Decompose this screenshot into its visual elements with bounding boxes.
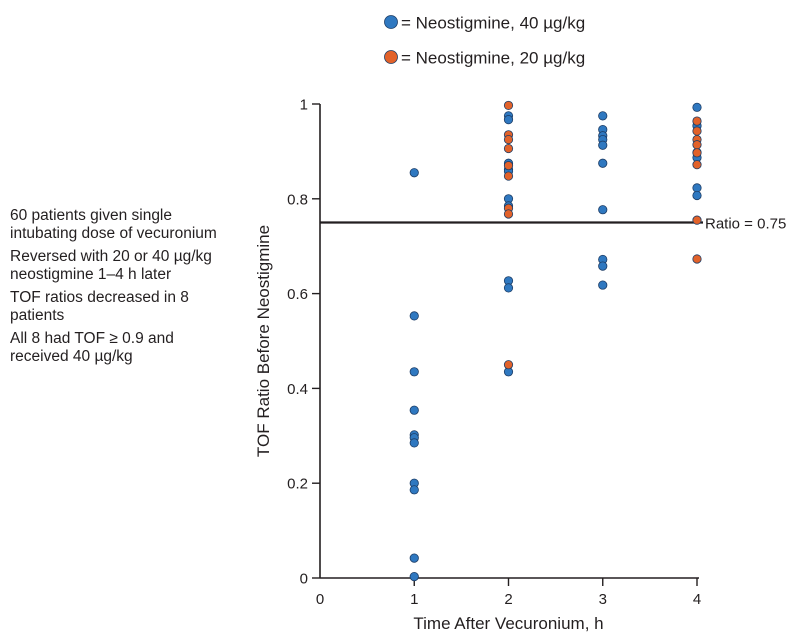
point-neostigmine-40 [409, 168, 419, 178]
point-neostigmine-40 [409, 485, 419, 495]
point-neostigmine-20 [503, 134, 514, 145]
point-neostigmine-40 [409, 438, 419, 448]
x-axis-title: Time After Vecuronium, h [413, 614, 603, 633]
point-neostigmine-40 [409, 553, 419, 563]
point-neostigmine-20 [503, 143, 514, 154]
point-neostigmine-40 [503, 115, 514, 125]
point-neostigmine-20 [503, 100, 514, 111]
y-tick-label: 0.8 [287, 191, 308, 208]
point-neostigmine-40 [409, 405, 419, 415]
point-neostigmine-40 [598, 111, 608, 121]
point-neostigmine-20 [503, 360, 514, 370]
point-neostigmine-20 [503, 171, 514, 181]
x-tick-label: 1 [410, 591, 418, 608]
legend-marker [384, 15, 398, 29]
x-tick-label: 4 [693, 591, 701, 608]
point-neostigmine-20 [692, 140, 702, 150]
y-tick-label: 1 [300, 97, 308, 114]
x-tick-label: 0 [316, 591, 324, 608]
point-neostigmine-40 [598, 158, 608, 168]
point-neostigmine-40 [598, 205, 608, 215]
note-tof-dose: All 8 had TOF ≥ 0.9 and received 40 µg/k… [10, 330, 174, 365]
y-tick-label: 0.4 [287, 381, 308, 398]
point-neostigmine-20 [503, 209, 514, 219]
point-neostigmine-20 [503, 161, 514, 171]
note-patients: 60 patients given single intubating dose… [10, 207, 217, 242]
legend-marker [384, 50, 398, 64]
point-neostigmine-40 [503, 283, 514, 293]
y-axis-title: TOF Ratio Before Neostigmine [254, 225, 273, 457]
note-decrease: TOF ratios decreased in 8 patients [10, 289, 189, 324]
point-neostigmine-40 [598, 261, 608, 271]
point-neostigmine-20 [692, 116, 702, 126]
point-neostigmine-40 [692, 183, 702, 193]
point-neostigmine-40 [692, 190, 702, 201]
point-neostigmine-20 [692, 215, 702, 225]
point-neostigmine-40 [409, 311, 419, 321]
point-neostigmine-20 [692, 160, 702, 170]
reference-line-label: Ratio = 0.75 [705, 216, 786, 233]
x-tick-label: 3 [599, 591, 607, 608]
y-tick-label: 0.2 [287, 476, 308, 493]
legend-label: = Neostigmine, 40 µg/kg [401, 14, 585, 33]
point-neostigmine-20 [692, 148, 702, 158]
point-neostigmine-40 [409, 367, 419, 377]
point-neostigmine-40 [409, 571, 419, 582]
point-neostigmine-20 [692, 126, 702, 136]
x-tick-label: 2 [504, 591, 512, 608]
y-tick-label: 0.6 [287, 286, 308, 303]
y-tick-label: 0 [300, 571, 308, 588]
point-neostigmine-40 [692, 102, 702, 112]
legend-label: = Neostigmine, 20 µg/kg [401, 49, 585, 68]
point-neostigmine-40 [598, 280, 608, 290]
notes-panel: 60 patients given single intubating dose… [10, 207, 225, 371]
note-reversal: Reversed with 20 or 40 µg/kg neostigmine… [10, 248, 212, 283]
point-neostigmine-40 [598, 140, 608, 150]
point-neostigmine-20 [692, 254, 702, 264]
